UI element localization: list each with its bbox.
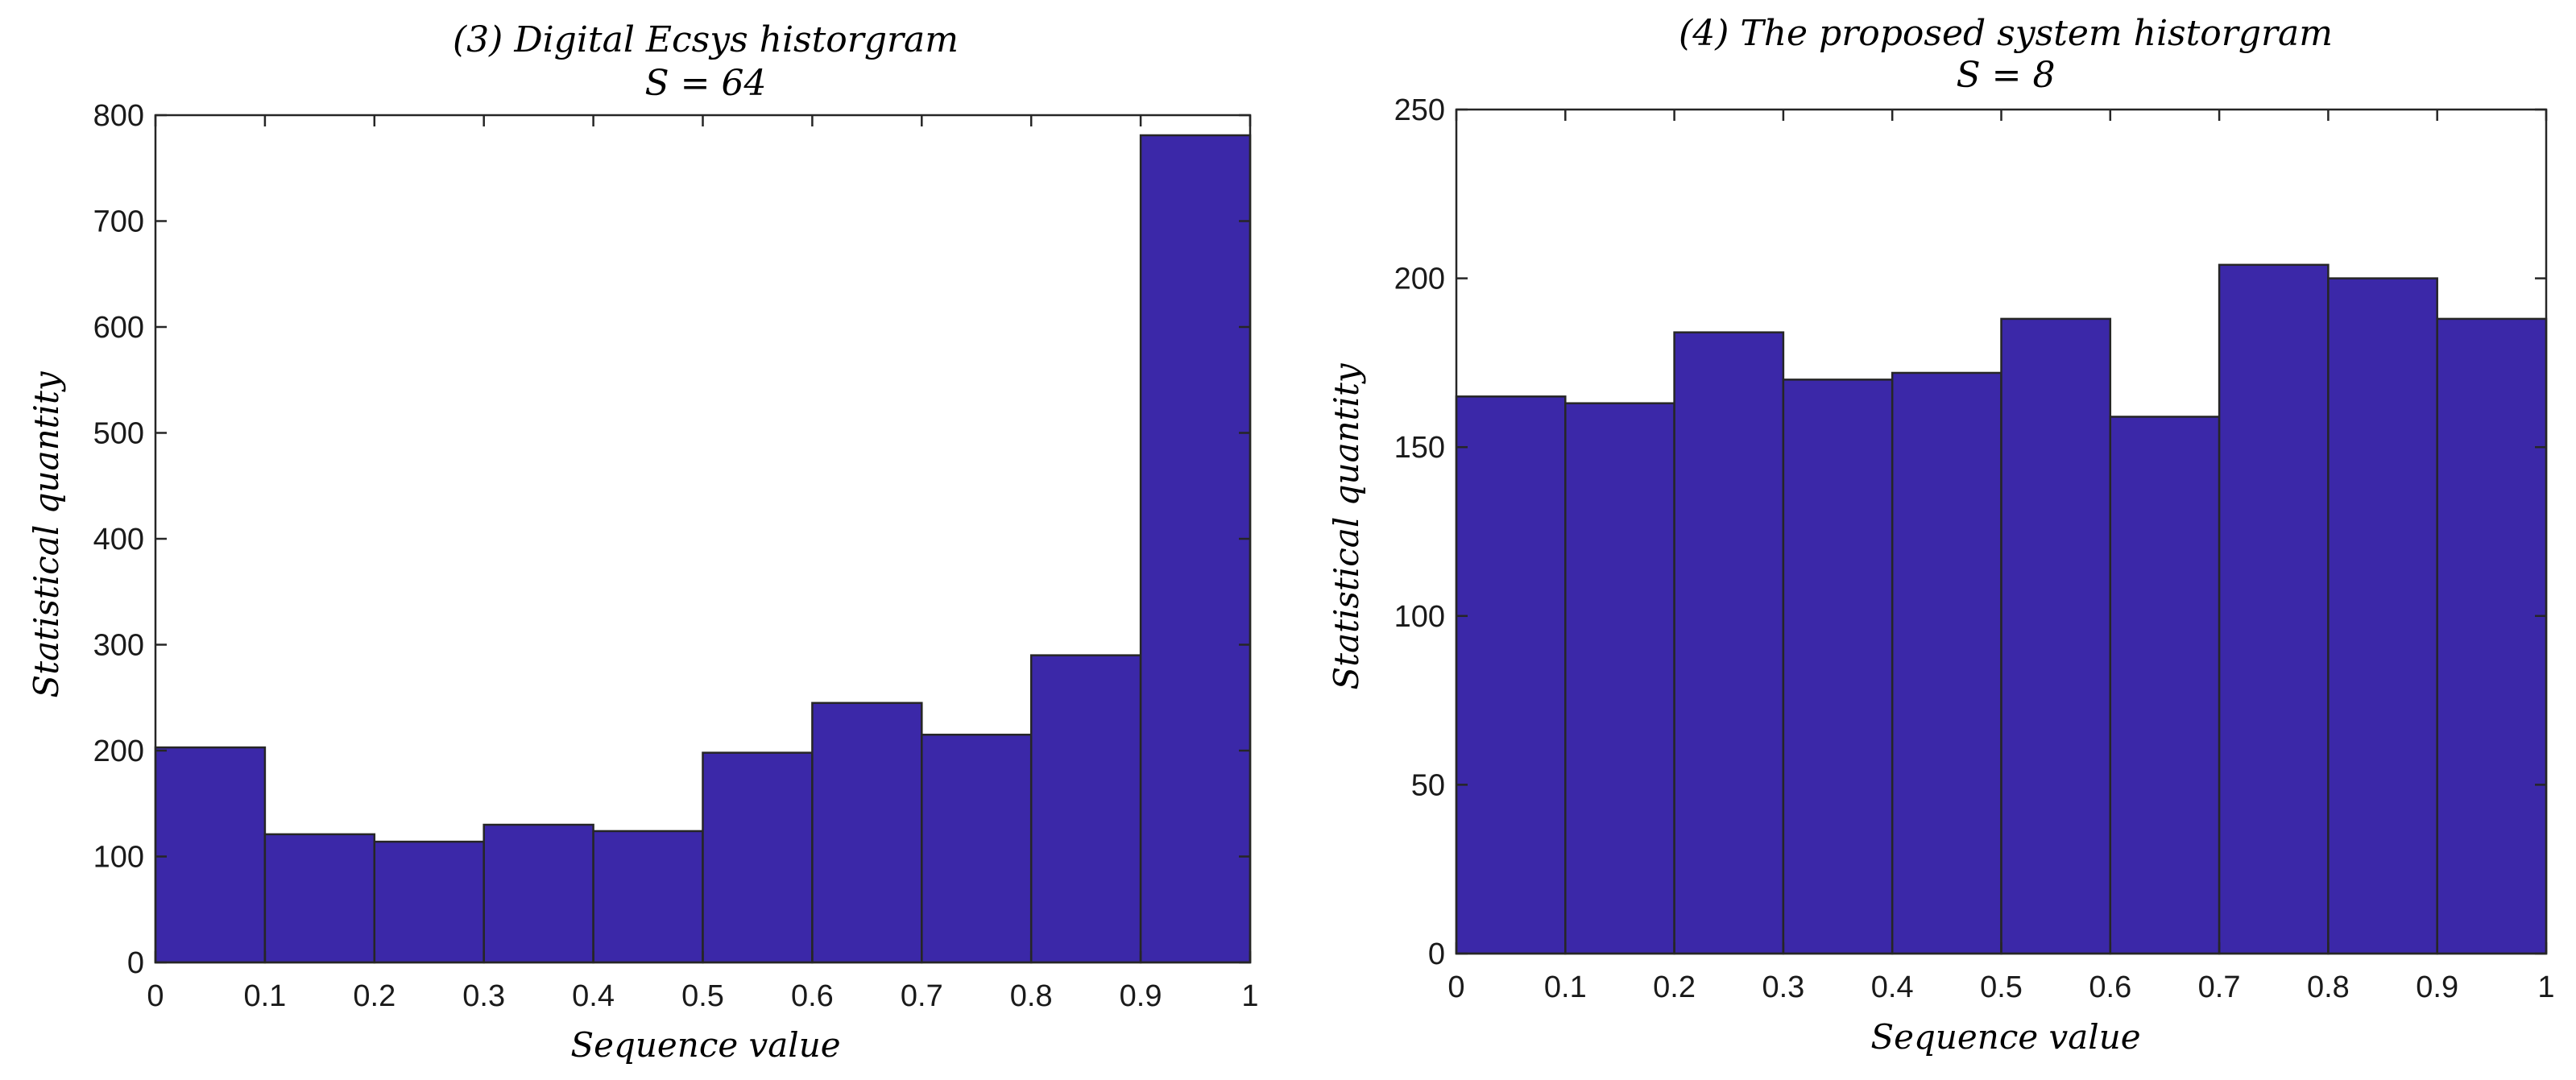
histogram-bar [1891, 371, 2002, 955]
x-tick-label: 0.3 [462, 979, 505, 1013]
y-tick-label: 500 [93, 417, 144, 451]
histogram-bar [921, 734, 1033, 964]
y-tick-label: 200 [1394, 263, 1445, 296]
y-tick-label: 200 [93, 734, 144, 768]
histogram-bar [2109, 416, 2221, 955]
histogram-bar [263, 833, 376, 964]
x-tick-label: 0.5 [681, 979, 724, 1013]
y-tick-label: 300 [93, 629, 144, 663]
y-tick-label: 100 [1394, 600, 1445, 634]
histogram-bar [592, 830, 704, 964]
x-tick-label: 0.6 [791, 979, 834, 1013]
x-tick-label: 0.6 [2089, 970, 2131, 1004]
x-tick-label: 0.9 [1120, 979, 1162, 1013]
histogram-bar [1029, 654, 1142, 964]
histogram-bar [154, 746, 267, 964]
y-tick-label: 0 [127, 946, 144, 980]
histogram-bar [1564, 402, 1675, 955]
histogram-bar [1782, 379, 1894, 955]
histogram-bar [373, 840, 485, 964]
x-tick-label: 0.5 [1980, 970, 2023, 1004]
y-axis-ticks: 0 50 100 150 200 250 [1394, 93, 2546, 971]
histogram-bar [2436, 317, 2548, 955]
y-tick-label: 800 [93, 99, 144, 133]
histogram-digital-ecsys: (3) Digital Ecsys historgram S = 64 0 0.1… [27, 19, 1259, 1065]
x-tick-label: 0.9 [2416, 970, 2458, 1004]
bar-group [1455, 263, 2548, 955]
x-tick-label: 0 [147, 979, 164, 1013]
y-axis-label: Statistical quantity [1327, 362, 1366, 689]
chart-subtitle: S = 8 [1957, 55, 2056, 96]
x-tick-label: 0.4 [572, 979, 615, 1013]
histogram-bar [811, 701, 923, 964]
chart-title: (4) The proposed system historgram [1679, 13, 2333, 54]
histogram-bar [702, 751, 814, 964]
y-axis-ticks: 0 100 200 300 400 500 600 700 800 [93, 99, 1250, 980]
chart-subtitle: S = 64 [645, 63, 767, 104]
histogram-bar [2000, 317, 2112, 955]
histogram-bar [2327, 277, 2438, 955]
x-axis-ticks: 0 0.1 0.2 0.3 0.4 0.5 0.6 0.7 0.8 0.9 1 [147, 115, 1259, 1013]
x-tick-label: 0.1 [243, 979, 286, 1013]
x-tick-label: 0.3 [1762, 970, 1804, 1004]
x-axis-ticks: 0 0.1 0.2 0.3 0.4 0.5 0.6 0.7 0.8 0.9 1 [1447, 110, 2555, 1004]
x-tick-label: 1 [2537, 970, 2554, 1004]
x-tick-label: 0.7 [901, 979, 943, 1013]
x-tick-label: 1 [1241, 979, 1258, 1013]
y-tick-label: 50 [1411, 768, 1445, 802]
histogram-bar [482, 823, 594, 964]
y-tick-label: 700 [93, 205, 144, 239]
histogram-bar [1455, 395, 1567, 955]
histogram-proposed-system: (4) The proposed system historgram S = 8… [1327, 13, 2555, 1057]
y-tick-label: 0 [1428, 937, 1445, 971]
histogram-bar [1139, 134, 1252, 964]
histogram-bar [1673, 331, 1785, 955]
y-tick-label: 150 [1394, 431, 1445, 465]
x-tick-label: 0.8 [1010, 979, 1053, 1013]
chart-title: (3) Digital Ecsys historgram [453, 19, 959, 60]
x-tick-label: 0.8 [2307, 970, 2350, 1004]
x-tick-label: 0.7 [2198, 970, 2241, 1004]
x-tick-label: 0.4 [1871, 970, 1914, 1004]
x-tick-label: 0.1 [1544, 970, 1587, 1004]
y-tick-label: 250 [1394, 93, 1445, 127]
x-tick-label: 0 [1447, 970, 1464, 1004]
y-tick-label: 600 [93, 311, 144, 345]
y-tick-label: 400 [93, 523, 144, 557]
bar-group [154, 134, 1252, 964]
x-axis-label: Sequence value [570, 1025, 840, 1065]
y-tick-label: 100 [93, 841, 144, 875]
x-tick-label: 0.2 [1653, 970, 1696, 1004]
histogram-bar [2218, 263, 2330, 955]
x-tick-label: 0.2 [353, 979, 396, 1013]
y-axis-label: Statistical quantity [27, 370, 66, 697]
x-axis-label: Sequence value [1870, 1017, 2140, 1057]
